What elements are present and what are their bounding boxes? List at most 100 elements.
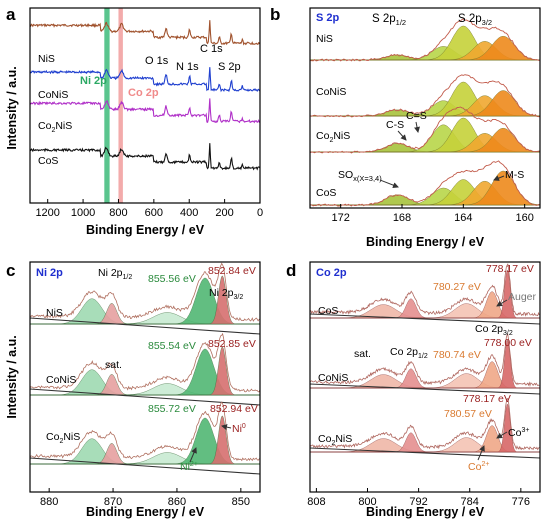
series-label-cos-d: CoS — [318, 305, 338, 317]
raw-spectrum-co2nis — [309, 106, 541, 154]
component-s2p32-1 — [310, 90, 541, 117]
sat-label-d: sat. — [354, 348, 371, 360]
raw-spectrum-nis — [29, 262, 261, 322]
co2-peak-conis: 780.74 eV — [433, 349, 481, 361]
component-ni0-0 — [30, 275, 260, 325]
ni2-peak-conis: 855.54 eV — [148, 340, 196, 352]
series-label-co2nis-c: Co2NiS — [46, 431, 80, 445]
axis-xlabel-c: Binding Energy / eV — [86, 505, 205, 519]
axis-xlabel-a: Binding Energy / eV — [86, 223, 205, 237]
panel-c-frame — [29, 261, 261, 493]
ni2-peak-nis: 855.56 eV — [148, 273, 196, 285]
series-label-co2nis-a: Co2NiS — [38, 120, 72, 134]
series-label-co2nis-b: Co2NiS — [316, 130, 350, 144]
series-line-co2nis — [29, 98, 261, 124]
x-tick-label-b-ticks-1: 168 — [393, 212, 411, 224]
x-tick-label-c-ticks-3: 850 — [232, 496, 250, 508]
series-label-nis-b: NiS — [316, 33, 333, 45]
series-line-conis — [29, 67, 261, 93]
sox-label: SOx(X=3,4) — [338, 169, 382, 183]
x-tick-label-d-ticks-4: 776 — [512, 496, 530, 508]
x-tick-label-d-ticks-2: 792 — [409, 496, 427, 508]
background-line-nis — [29, 317, 261, 335]
raw-spectrum-nis — [309, 18, 541, 62]
series-label-co2nis-d: Co2NiS — [318, 433, 352, 447]
x-tick-label-b-ticks-2: 164 — [454, 212, 472, 224]
panel-letter-d: d — [286, 261, 296, 280]
ms-label: M-S — [505, 169, 524, 181]
series-label-conis-b: CoNiS — [316, 86, 346, 98]
ni-2p-band — [104, 8, 110, 203]
co-2p-band — [118, 8, 123, 203]
sox-arrow — [379, 179, 399, 188]
co3-peak-conis: 778.00 eV — [484, 337, 532, 349]
x-tick-label-b-ticks-0: 172 — [331, 212, 349, 224]
ceqs-arrow — [414, 121, 420, 133]
raw-spectrum-co2nis — [29, 401, 261, 462]
axis-ylabel-a: Intensity / a.u. — [5, 66, 19, 149]
o1s-label: O 1s — [145, 55, 169, 67]
component-ni0-2 — [30, 415, 260, 465]
component-co3-2 — [310, 404, 540, 453]
sat-label-c: sat. — [105, 359, 122, 371]
panel-a: a 1200 1000 800 600 400 200 0 Binding Energy /… — [5, 5, 263, 237]
series-label-nis-c: NiS — [46, 307, 63, 319]
axis-xlabel-b: Binding Energy / eV — [366, 235, 485, 249]
series-label-cos-a: CoS — [38, 155, 58, 167]
series-label-conis-a: CoNiS — [38, 89, 68, 101]
panel-a-frame — [29, 7, 261, 204]
co-2p-label: Co 2p — [128, 87, 159, 99]
auger-arrow — [496, 299, 508, 307]
panel-d: d 808 800 792 784 776 Binding Energy / eV Co… — [286, 261, 541, 519]
panel-title-c: Ni 2p — [36, 267, 63, 279]
panel-b: b 172 168 164 160 Binding Energy / eV S 2p … — [270, 5, 541, 249]
series-label-conis-c: CoNiS — [46, 374, 76, 386]
x-tick-label-a-ticks-5: 200 — [215, 207, 233, 219]
panel-letter-c: c — [6, 261, 15, 280]
ms-arrow — [493, 175, 505, 181]
ni0-label: Ni0 — [232, 423, 246, 435]
axis-ylabel-c: Intensity / a.u. — [5, 335, 19, 418]
axis-xlabel-d: Binding Energy / eV — [366, 505, 485, 519]
x-tick-label-a-ticks-6: 0 — [257, 207, 263, 219]
cs-label: C-S — [386, 119, 404, 131]
ni-2p-label: Ni 2p — [80, 75, 107, 87]
x-tick-label-c-ticks-1: 870 — [104, 496, 122, 508]
co2-label: Co2+ — [468, 461, 489, 473]
co3-label: Co3+ — [508, 427, 529, 439]
x-tick-label-c-ticks-0: 880 — [40, 496, 58, 508]
series-label-conis-d: CoNiS — [318, 372, 348, 384]
co3-peak-co2nis: 778.17 eV — [463, 393, 511, 405]
series-line-nis — [30, 20, 261, 46]
ni0-peak-nis: 852.84 eV — [208, 265, 256, 277]
x-tick-label-c-ticks-2: 860 — [168, 496, 186, 508]
component-ni0-1 — [30, 346, 260, 396]
raw-spectrum-cos — [310, 160, 541, 207]
x-tick-label-a-ticks-4: 400 — [180, 207, 198, 219]
x-tick-label-b-ticks-3: 160 — [515, 212, 533, 224]
ni2-peak-co2nis: 855.72 eV — [148, 403, 196, 415]
co2p32-label: Co 2p3/2 — [475, 323, 513, 337]
x-tick-label-a-ticks-3: 600 — [145, 207, 163, 219]
panel-b-frame — [309, 7, 541, 209]
ni2p32-label: Ni 2p3/2 — [209, 287, 243, 301]
auger-label: Auger — [508, 291, 537, 303]
panel-d-frame — [309, 261, 541, 493]
co2-peak-cos: 780.27 eV — [433, 281, 481, 293]
component-co3-0 — [310, 270, 540, 319]
s2p-label: S 2p — [218, 61, 241, 73]
co2p12-label: Co 2p1/2 — [390, 346, 428, 360]
panel-letter-a: a — [6, 5, 16, 24]
component-co3-1 — [310, 340, 540, 389]
series-label-nis-a: NiS — [38, 53, 55, 65]
ni0-peak-conis: 852.85 eV — [208, 338, 256, 350]
series-label-cos-b: CoS — [316, 187, 336, 199]
n1s-label: N 1s — [176, 61, 199, 73]
ni2-label: Ni2+ — [180, 461, 198, 473]
ni2p12-label: Ni 2p1/2 — [98, 267, 132, 281]
x-tick-label-a-ticks-2: 800 — [109, 207, 127, 219]
ceqs-label: C=S — [406, 110, 427, 122]
panel-c: c 880 870 860 850 Binding Energy / eV Inten… — [5, 261, 261, 519]
x-tick-label-d-ticks-1: 800 — [358, 496, 376, 508]
